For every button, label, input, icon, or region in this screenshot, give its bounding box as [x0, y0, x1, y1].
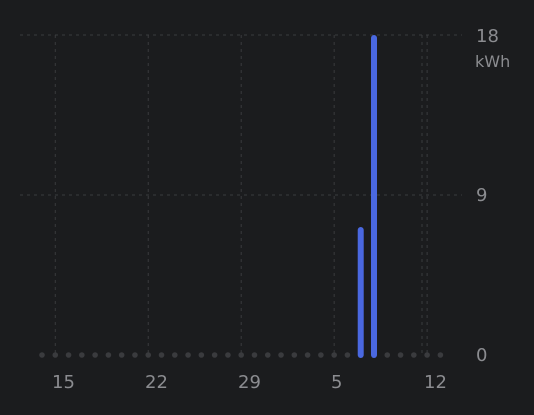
- y-tick-label-top: 18: [476, 26, 499, 47]
- empty-day-marker: [318, 352, 324, 358]
- x-tick-label-1: 15: [52, 372, 75, 393]
- empty-day-marker: [437, 352, 444, 358]
- empty-day-marker: [304, 352, 311, 358]
- empty-day-marker: [384, 352, 391, 358]
- empty-day-marker: [225, 352, 231, 358]
- y-unit-label: kWh: [475, 52, 510, 71]
- grid-lines: [20, 34, 462, 355]
- bar-1[interactable]: [357, 227, 364, 358]
- y-tick-label-zero: 0: [476, 345, 487, 366]
- empty-day-marker: [291, 352, 298, 358]
- x-tick-label-2: 22: [145, 372, 168, 393]
- bar-2[interactable]: [371, 35, 377, 358]
- empty-day-marker: [344, 352, 351, 358]
- empty-day-marker: [264, 352, 271, 358]
- y-tick-label-mid: 9: [476, 185, 487, 206]
- empty-day-marker: [411, 352, 417, 358]
- empty-day-markers: [39, 352, 444, 358]
- empty-day-marker: [132, 352, 138, 358]
- empty-day-marker: [118, 352, 125, 358]
- empty-day-marker: [158, 352, 165, 358]
- bar-series: [357, 35, 377, 358]
- empty-day-marker: [145, 352, 152, 358]
- empty-day-marker: [65, 352, 72, 358]
- empty-day-marker: [92, 352, 98, 358]
- empty-day-marker: [79, 352, 85, 358]
- empty-day-marker: [251, 352, 258, 358]
- x-tick-label-3: 29: [238, 372, 261, 393]
- empty-day-marker: [424, 352, 430, 358]
- empty-day-marker: [331, 352, 337, 358]
- empty-day-marker: [278, 352, 284, 358]
- x-axis: 15 22 29 5 12: [52, 372, 447, 393]
- empty-day-marker: [211, 352, 218, 358]
- empty-day-marker: [172, 352, 178, 358]
- y-axis: 18 kWh 9 0: [475, 26, 510, 366]
- empty-day-marker: [185, 352, 191, 358]
- x-tick-label-4: 5: [331, 372, 342, 393]
- empty-day-marker: [397, 352, 404, 358]
- empty-day-marker: [238, 352, 244, 358]
- empty-day-marker: [198, 352, 205, 358]
- x-tick-label-5: 12: [424, 372, 447, 393]
- empty-day-marker: [39, 352, 45, 358]
- empty-day-marker: [52, 352, 59, 358]
- empty-day-marker: [105, 352, 112, 358]
